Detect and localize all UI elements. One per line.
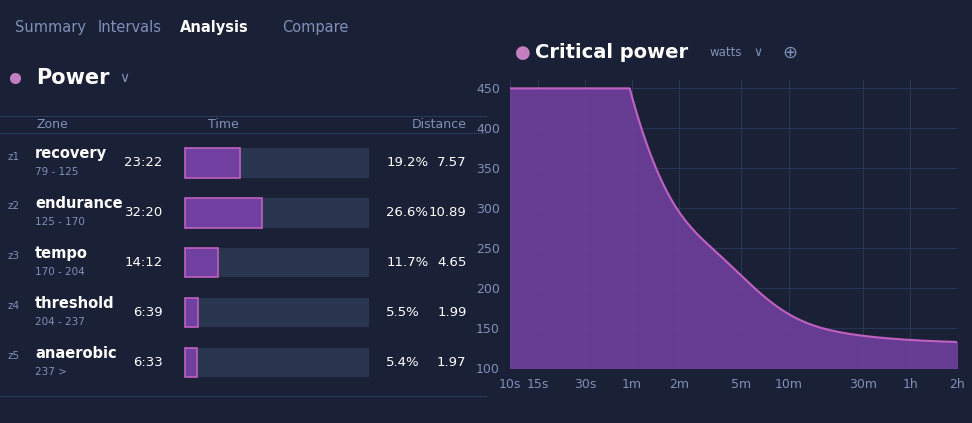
Text: Time: Time — [208, 118, 239, 131]
Text: anaerobic: anaerobic — [35, 346, 117, 361]
Text: 6:39: 6:39 — [133, 306, 163, 319]
Text: z2: z2 — [8, 201, 19, 212]
Text: 1.99: 1.99 — [437, 306, 467, 319]
Text: 7.57: 7.57 — [437, 157, 467, 169]
Text: Critical power: Critical power — [535, 44, 688, 62]
Text: Compare: Compare — [282, 20, 348, 35]
Text: Analysis: Analysis — [180, 20, 249, 35]
Text: z4: z4 — [8, 301, 19, 311]
Text: threshold: threshold — [35, 296, 115, 311]
Text: 1.97: 1.97 — [437, 356, 467, 369]
Text: 6:33: 6:33 — [133, 356, 163, 369]
Text: 125 - 170: 125 - 170 — [35, 217, 85, 227]
Text: 5.5%: 5.5% — [387, 306, 420, 319]
Text: 19.2%: 19.2% — [387, 157, 429, 169]
Text: ⊕: ⊕ — [782, 44, 798, 62]
Text: watts: watts — [710, 47, 742, 59]
Text: 14:12: 14:12 — [124, 256, 163, 269]
Text: 5.4%: 5.4% — [387, 356, 420, 369]
Text: recovery: recovery — [35, 146, 107, 161]
Bar — [185, 248, 369, 277]
Text: Distance: Distance — [412, 118, 467, 131]
Text: 170 - 204: 170 - 204 — [35, 267, 85, 277]
Bar — [185, 348, 196, 377]
Text: 237 >: 237 > — [35, 367, 67, 377]
Text: 23:22: 23:22 — [124, 157, 163, 169]
Text: tempo: tempo — [35, 246, 87, 261]
Text: endurance: endurance — [35, 196, 122, 211]
Bar — [185, 298, 369, 327]
Text: ∨: ∨ — [119, 71, 129, 85]
Text: 10.89: 10.89 — [429, 206, 467, 219]
Bar — [185, 148, 369, 178]
Bar — [185, 348, 369, 377]
Text: 26.6%: 26.6% — [387, 206, 429, 219]
Text: Power: Power — [37, 68, 110, 88]
Text: 204 - 237: 204 - 237 — [35, 317, 85, 327]
Text: ●: ● — [515, 44, 531, 62]
Text: z3: z3 — [8, 251, 19, 261]
Text: 4.65: 4.65 — [437, 256, 467, 269]
Text: Zone: Zone — [37, 118, 68, 131]
Text: 11.7%: 11.7% — [387, 256, 429, 269]
Text: ∨: ∨ — [753, 47, 762, 59]
Bar — [185, 248, 218, 277]
Bar — [185, 148, 240, 178]
Bar — [185, 198, 262, 228]
Text: 32:20: 32:20 — [124, 206, 163, 219]
Text: z1: z1 — [8, 151, 19, 162]
Text: z5: z5 — [8, 351, 19, 361]
Text: Intervals: Intervals — [97, 20, 161, 35]
Bar — [185, 298, 197, 327]
Text: Summary: Summary — [15, 20, 86, 35]
Text: 79 - 125: 79 - 125 — [35, 167, 79, 177]
Bar — [185, 198, 369, 228]
